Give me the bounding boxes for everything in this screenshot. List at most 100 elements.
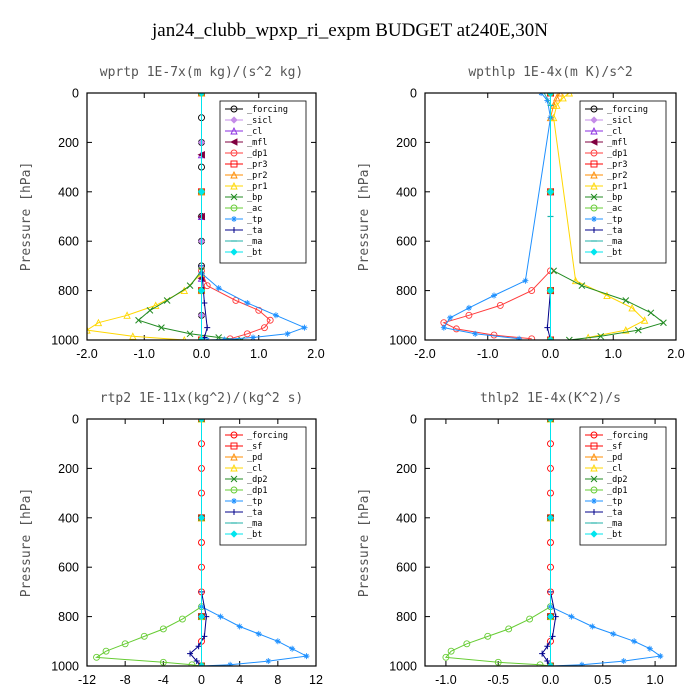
panel-title: wprtp 1E-7x(m kg)/(s^2 kg) [100, 65, 304, 80]
x-tick-label: 8 [274, 673, 281, 687]
data-point [197, 514, 206, 522]
series-line [201, 606, 309, 666]
legend-marker [590, 452, 598, 461]
legend-marker [590, 193, 598, 201]
data-point [556, 93, 564, 97]
data-point [193, 658, 200, 665]
data-point [266, 316, 274, 324]
data-point [146, 307, 154, 314]
y-tick-label: 0 [410, 413, 417, 427]
legend-marker [591, 498, 597, 504]
legend-label: _pd [607, 453, 622, 463]
x-tick-label: 0.5 [594, 673, 611, 687]
legend-marker [230, 475, 238, 483]
y-tick-label: 1000 [51, 660, 79, 674]
legend-label: _ma [247, 519, 262, 529]
x-tick-label: 12 [309, 673, 323, 687]
x-tick-label: 0.0 [193, 347, 210, 361]
data-point [603, 291, 611, 299]
legend-label: _pr3 [247, 160, 267, 170]
y-tick-label: 200 [58, 136, 79, 150]
legend-label: _ma [607, 237, 622, 247]
x-tick-label: 2.0 [307, 347, 324, 361]
plot-area [440, 93, 667, 340]
data-point [528, 287, 536, 295]
data-point [528, 335, 536, 340]
y-tick-label: 1000 [389, 660, 417, 674]
data-point [217, 613, 224, 620]
legend-label: _pr1 [247, 182, 267, 192]
legend-label: _ma [607, 519, 622, 529]
legend-label: _ta [607, 226, 622, 236]
legend-marker [231, 216, 237, 222]
legend-label: _tp [607, 497, 622, 507]
x-tick-label: -1.0 [435, 673, 457, 687]
data-point [546, 514, 555, 522]
data-point [197, 93, 206, 97]
y-tick-label: 400 [396, 185, 417, 199]
data-point [547, 419, 554, 423]
data-point [516, 335, 523, 340]
x-tick-label: -1.0 [133, 347, 155, 361]
legend-label: _pr1 [607, 182, 627, 192]
legend-label: _pr2 [247, 171, 267, 181]
series-line [94, 606, 202, 666]
legend-label: _cl [607, 464, 622, 474]
data-point [496, 301, 504, 309]
y-tick-label: 800 [396, 284, 417, 298]
legend-label: _dp1 [607, 486, 627, 496]
legend-marker [230, 463, 238, 472]
page-title: jan24_clubb_wpxp_ri_expm BUDGET at240E,3… [152, 20, 548, 41]
data-point [261, 324, 268, 332]
x-tick-label: -4 [158, 673, 169, 687]
data-point [568, 613, 575, 620]
data-point [197, 612, 206, 621]
legend-box [219, 426, 307, 546]
data-point [546, 662, 555, 666]
legend-marker [230, 160, 238, 168]
data-point [129, 332, 137, 340]
data-point [250, 334, 257, 340]
legend-label: _dp1 [607, 149, 627, 159]
data-point [203, 282, 211, 290]
data-point [539, 650, 546, 657]
x-tick-label: -12 [78, 673, 96, 687]
x-tick-label: -2.0 [76, 347, 98, 361]
legend-marker [230, 431, 238, 439]
legend-label: _ma [247, 237, 262, 247]
data-point [646, 645, 653, 652]
y-tick-label: 0 [410, 87, 417, 101]
legend-marker [590, 431, 598, 439]
y-tick-label: 200 [396, 136, 417, 150]
x-tick-label: -0.5 [487, 673, 509, 687]
legend-label: _dp2 [247, 475, 267, 485]
data-point [620, 658, 627, 665]
y-tick-label: 400 [58, 511, 79, 525]
legend-label: _cl [247, 127, 262, 137]
legend-marker [230, 204, 238, 212]
legend-marker [230, 181, 238, 190]
data-point [301, 324, 308, 331]
x-tick-label: -2.0 [414, 347, 436, 361]
legend-marker [590, 170, 598, 179]
data-point [215, 285, 222, 292]
plot-frame [424, 418, 677, 667]
data-point [657, 653, 664, 660]
data-point [93, 653, 100, 661]
y-tick-label: 400 [58, 185, 79, 199]
legend-marker [590, 486, 598, 494]
legend-label: _bt [607, 248, 622, 258]
y-axis-label: Pressure [hPa] [357, 162, 372, 272]
series-line [201, 270, 271, 340]
legend: _forcing_sicl_cl_mfl_dp1_pr3_pr2_pr1_bp_… [219, 100, 307, 264]
data-point [440, 324, 447, 331]
legend-label: _forcing [247, 431, 288, 441]
plot-area [87, 93, 308, 340]
data-point [452, 325, 460, 333]
data-point [544, 643, 551, 650]
data-point [135, 316, 142, 324]
plot-area [442, 419, 664, 666]
y-tick-label: 600 [396, 561, 417, 575]
data-point [622, 326, 630, 334]
legend-label: _bp [247, 193, 262, 203]
